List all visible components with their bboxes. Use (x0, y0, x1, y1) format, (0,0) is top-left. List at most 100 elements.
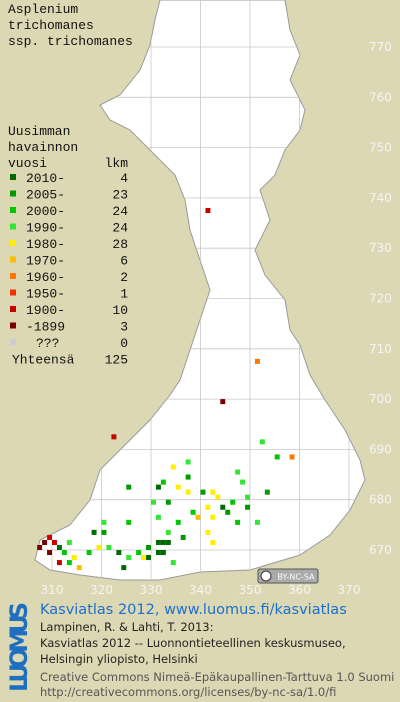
observation-square (47, 550, 52, 556)
citation-line: Lampinen, R. & Lahti, T. 2013: (40, 620, 214, 634)
species-title: Asplenium trichomanes ssp. trichomanes (8, 2, 133, 49)
observation-square (254, 519, 260, 525)
observation-square (210, 539, 216, 545)
legend-swatch (10, 240, 16, 246)
observation-square (185, 489, 191, 495)
observation-square (160, 539, 166, 545)
legend-swatch (10, 256, 16, 263)
observation-square (274, 454, 280, 460)
y-tick-label: 680 (369, 493, 392, 507)
y-tick-label: 670 (369, 543, 392, 557)
observation-square (76, 565, 82, 571)
observation-square (245, 494, 250, 500)
legend-label: 2010- (26, 171, 65, 186)
observation-square (160, 479, 166, 485)
observation-square (170, 560, 176, 566)
observation-square (165, 539, 171, 545)
legend-title: vuosi (8, 156, 47, 171)
legend-label: 1900- (26, 303, 65, 318)
observation-square (56, 544, 62, 550)
observation-square (215, 494, 221, 500)
observation-square (126, 555, 132, 561)
y-tick-label: 710 (369, 342, 392, 356)
y-tick-label: 760 (369, 90, 392, 104)
legend-count: 28 (112, 237, 128, 252)
badge-text: BY-NC-SA (277, 573, 315, 582)
observation-square (264, 489, 270, 495)
legend-count: 24 (112, 204, 128, 219)
observation-square (66, 560, 72, 566)
observation-square (220, 504, 226, 510)
legend-label: 2005- (26, 188, 65, 203)
y-tick-label: 700 (369, 392, 392, 406)
legend-label: 1960- (26, 270, 65, 285)
legend-count: 24 (112, 221, 128, 236)
y-tick-label: 730 (369, 241, 392, 255)
observation-square (205, 504, 211, 510)
observation-square (116, 550, 122, 556)
observation-square (155, 514, 161, 520)
species-line: ssp. trichomanes (8, 34, 133, 49)
observation-square (47, 534, 52, 540)
legend-title: Uusimman (8, 124, 70, 139)
legend-swatch (10, 174, 16, 180)
total-label: Yhteensä (12, 353, 75, 368)
y-tick-label: 770 (369, 40, 392, 54)
x-tick-label: 340 (189, 583, 212, 597)
observation-square (146, 544, 151, 550)
observation-square (259, 439, 265, 445)
observation-square (160, 550, 166, 556)
observation-square (42, 539, 48, 545)
observation-square (155, 539, 161, 545)
y-tick-label: 750 (369, 141, 392, 155)
observation-square (101, 529, 107, 535)
observation-square (195, 514, 201, 520)
observation-square (56, 560, 62, 566)
legend-swatch (10, 322, 16, 329)
observation-square (71, 555, 77, 561)
legend-swatch (10, 207, 16, 213)
observation-square (210, 514, 216, 520)
observation-square (245, 504, 250, 510)
citation-line: Kasviatlas 2012 -- Luonnontieteellinen k… (40, 636, 346, 650)
x-tick-label: 370 (338, 583, 361, 597)
observation-square (126, 519, 132, 525)
legend-label: 1990- (26, 221, 65, 236)
observation-square (52, 539, 57, 545)
cc-icon (260, 570, 272, 582)
observation-square (289, 454, 295, 460)
observation-square (240, 479, 246, 485)
legend-swatch (10, 306, 16, 312)
observation-square (225, 509, 231, 515)
observation-square (111, 434, 117, 440)
observation-square (96, 544, 102, 550)
observation-square (61, 550, 67, 556)
observation-square (165, 499, 171, 505)
observations (37, 207, 295, 571)
observation-square (170, 464, 176, 470)
legend-count: 1 (120, 287, 128, 302)
observation-square (254, 358, 260, 364)
y-tick-label: 690 (369, 442, 392, 456)
observation-square (155, 484, 161, 490)
observation-square (37, 544, 43, 550)
observation-square (200, 489, 206, 495)
observation-square (185, 474, 191, 480)
legend-label: -1899 (26, 320, 65, 335)
logo: LUOMUS (5, 602, 33, 692)
legend-count-header: lkm (105, 156, 129, 171)
legend-count: 3 (120, 320, 128, 335)
observation-square (165, 529, 171, 535)
license-line[interactable]: http://creativecommons.org/licenses/by-n… (40, 685, 336, 699)
observation-square (175, 484, 181, 490)
observation-square (235, 469, 241, 475)
observation-square (101, 519, 107, 525)
observation-square (230, 499, 236, 505)
observation-square (106, 544, 112, 550)
footer-link[interactable]: Kasviatlas 2012, www.luomus.fi/kasviatla… (40, 602, 347, 618)
legend-count: 0 (120, 336, 128, 351)
observation-square (141, 555, 147, 561)
legend-label: 1980- (26, 237, 65, 252)
legend-label: 1970- (26, 254, 65, 269)
